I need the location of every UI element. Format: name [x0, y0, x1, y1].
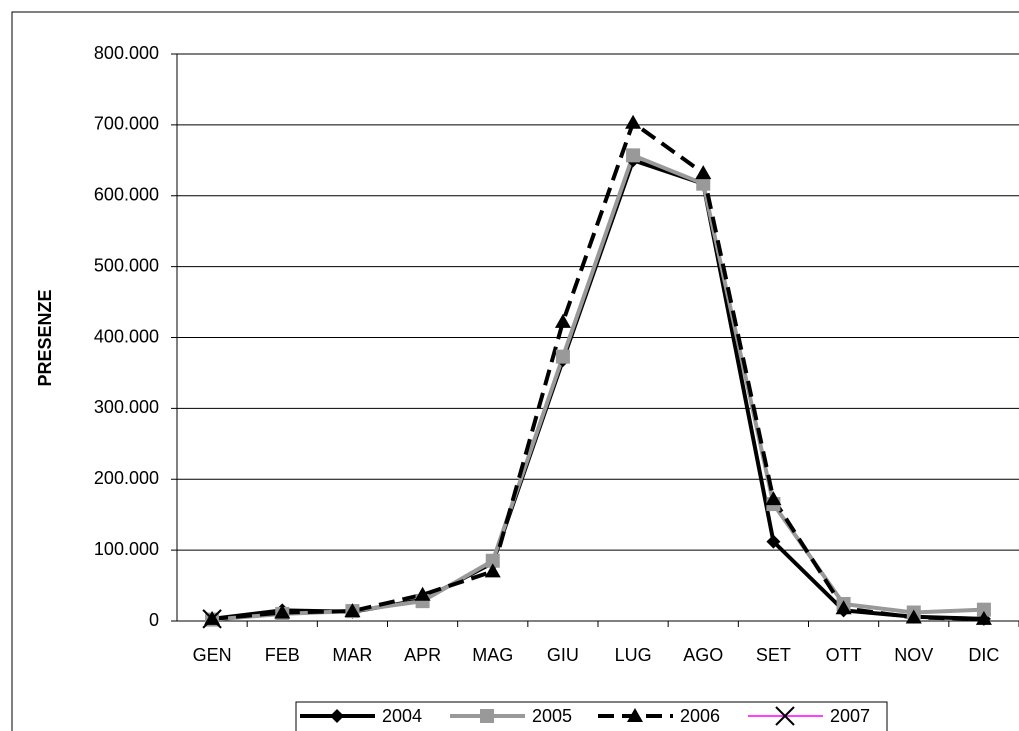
x-tick-label: AGO — [683, 645, 723, 665]
x-tick-label: MAR — [332, 645, 372, 665]
x-tick-label: NOV — [894, 645, 933, 665]
marker — [414, 586, 431, 601]
marker — [484, 563, 501, 578]
marker — [975, 610, 992, 625]
y-axis-label: PRESENZE — [35, 289, 55, 386]
marker — [625, 114, 642, 129]
legend-label: 2006 — [680, 706, 720, 726]
legend-marker — [480, 709, 494, 723]
legend-marker — [627, 708, 643, 722]
y-tick-label: 200.000 — [94, 468, 159, 488]
legend-label: 2005 — [532, 706, 572, 726]
marker — [202, 609, 222, 629]
marker — [274, 604, 291, 619]
x-tick-label: OTT — [826, 645, 862, 665]
x-tick-label: GEN — [193, 645, 232, 665]
y-tick-label: 0 — [149, 610, 159, 630]
y-tick-label: 300.000 — [94, 397, 159, 417]
x-tick-label: FEB — [265, 645, 300, 665]
marker — [905, 609, 922, 624]
series-line — [211, 120, 984, 621]
marker — [626, 148, 641, 163]
y-tick-label: 400.000 — [94, 326, 159, 346]
y-tick-label: 500.000 — [94, 255, 159, 275]
marker — [554, 313, 571, 328]
x-tick-label: GIU — [547, 645, 579, 665]
marker — [695, 165, 712, 180]
marker — [765, 491, 782, 506]
y-tick-label: 700.000 — [94, 114, 159, 134]
x-tick-label: APR — [404, 645, 441, 665]
marker — [555, 349, 570, 364]
marker — [344, 603, 361, 618]
y-tick-label: 800.000 — [94, 43, 159, 63]
y-tick-label: 600.000 — [94, 185, 159, 205]
marker — [976, 602, 991, 617]
x-tick-label: DIC — [968, 645, 999, 665]
legend-label: 2007 — [830, 706, 870, 726]
x-tick-label: LUG — [615, 645, 652, 665]
marker — [696, 176, 711, 191]
legend-marker — [330, 709, 344, 723]
y-tick-label: 100.000 — [94, 539, 159, 559]
legend-marker — [775, 706, 795, 726]
x-tick-label: SET — [756, 645, 791, 665]
legend-label: 2004 — [382, 706, 422, 726]
marker — [485, 553, 500, 568]
marker — [835, 600, 852, 615]
chart-border — [11, 11, 1019, 731]
x-tick-label: MAG — [472, 645, 513, 665]
marker — [766, 534, 781, 549]
